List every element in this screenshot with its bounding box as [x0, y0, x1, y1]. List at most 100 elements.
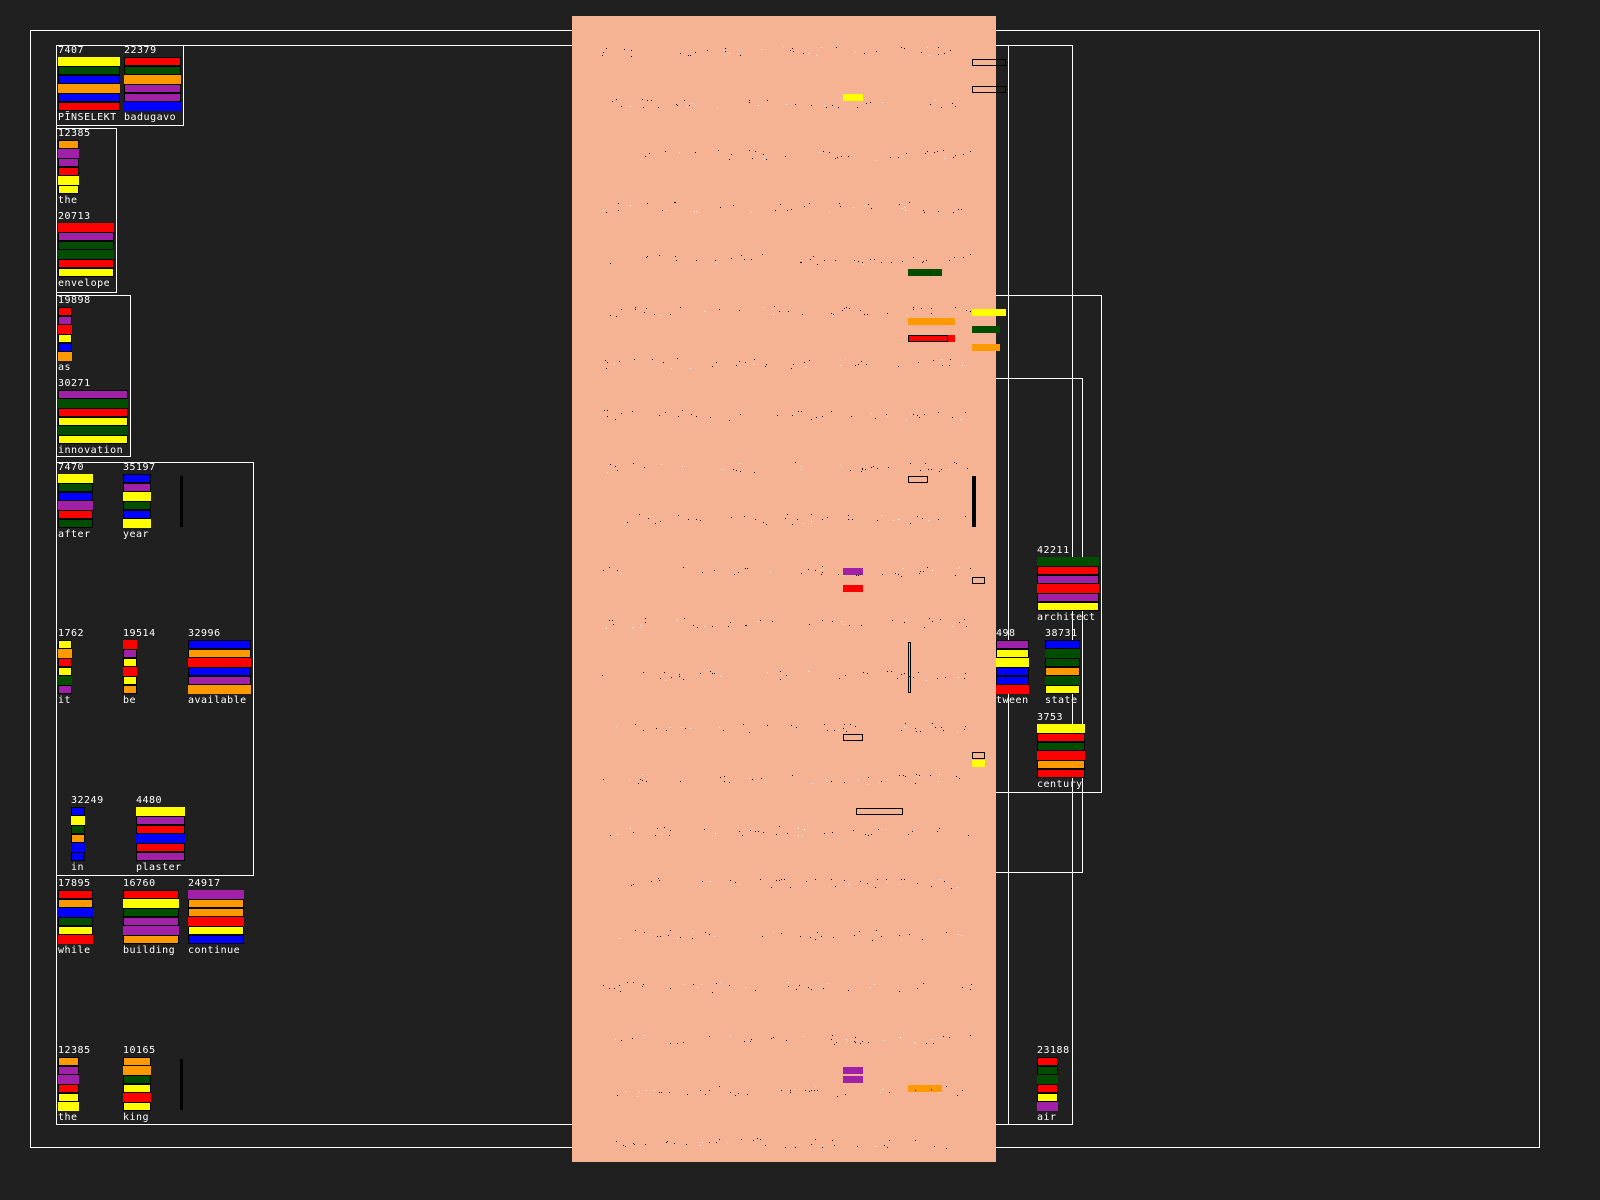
noise-dot [704, 311, 706, 313]
noise-dot [770, 887, 772, 889]
color-bar [188, 685, 251, 694]
noise-dot [855, 50, 857, 52]
color-bar [188, 676, 251, 685]
noise-dot [630, 204, 632, 206]
noise-dot [678, 416, 680, 418]
noise-dot [730, 257, 732, 259]
noise-dot [964, 412, 966, 414]
noise-dot [868, 835, 870, 837]
noise-dot [633, 884, 635, 886]
noise-dot [729, 1091, 731, 1093]
word-count: 22379 [124, 45, 157, 56]
noise-dot [724, 780, 726, 782]
noise-dot [924, 414, 926, 416]
color-bar [58, 334, 72, 343]
noise-dot [669, 829, 671, 831]
noise-dot [632, 410, 634, 412]
noise-dot [814, 1089, 816, 1091]
noise-dot [627, 522, 629, 524]
color-bar [1045, 676, 1080, 685]
noise-dot [764, 1144, 766, 1146]
noise-dot [624, 522, 626, 524]
noise-dot [957, 933, 959, 935]
separator-bar [180, 1059, 183, 1110]
noise-dot [623, 48, 625, 50]
noise-dot [751, 778, 753, 780]
color-bar [996, 640, 1029, 649]
noise-dot [900, 47, 902, 49]
noise-dot [838, 203, 840, 205]
noise-dot [845, 674, 847, 676]
noise-dot [925, 260, 927, 262]
noise-dot [926, 47, 928, 49]
word-tile: 10165 king [123, 1046, 156, 1123]
noise-dot [865, 834, 867, 836]
word-count: 498 [996, 628, 1016, 639]
color-bar [58, 417, 128, 426]
color-bar [996, 685, 1029, 694]
noise-dot [755, 830, 757, 832]
word-tile: 24917 continue [188, 879, 244, 956]
noise-dot [832, 831, 834, 833]
noise-dot [665, 730, 667, 732]
color-bar [58, 93, 120, 102]
color-bar [188, 917, 244, 926]
noise-dot [705, 932, 707, 934]
noise-dot [716, 361, 718, 363]
noise-dot [602, 55, 604, 57]
word-count: 35197 [123, 462, 156, 473]
word-tile: 7407 PĨNSELEKT [58, 46, 120, 123]
color-bar [58, 250, 114, 259]
noise-dot [931, 569, 933, 571]
word-count: 20713 [58, 211, 91, 222]
noise-dot [917, 362, 919, 364]
color-bar [123, 510, 151, 519]
color-bar [58, 408, 128, 417]
noise-dot [876, 930, 878, 932]
noise-dot [692, 102, 693, 104]
noise-dot [917, 1141, 919, 1143]
noise-dot [681, 410, 683, 412]
color-bar [123, 483, 151, 492]
noise-dot [658, 107, 660, 109]
noise-dot [926, 151, 928, 153]
noise-dot [616, 1140, 618, 1142]
noise-dot [736, 469, 738, 471]
color-bar [58, 474, 93, 483]
noise-dot [821, 416, 823, 418]
noise-dot [870, 102, 872, 104]
noise-dot [821, 47, 823, 49]
noise-dot [741, 254, 743, 256]
color-bar [58, 1066, 79, 1075]
noise-dot [900, 939, 902, 941]
color-bar [124, 84, 181, 93]
noise-dot [740, 413, 742, 415]
overlay-outline [972, 59, 1006, 66]
noise-dot [670, 314, 672, 316]
noise-dot [966, 467, 968, 469]
noise-dot [744, 568, 746, 570]
noise-dot [619, 984, 620, 986]
noise-dot [704, 829, 706, 831]
noise-dot [794, 1147, 796, 1149]
color-bar [58, 908, 93, 917]
noise-dot [847, 1041, 849, 1043]
overlay-outline [908, 642, 911, 693]
noise-dot [928, 469, 930, 471]
noise-dot [646, 256, 648, 258]
noise-dot [633, 982, 635, 984]
noise-dot [853, 259, 855, 261]
noise-dot [956, 886, 958, 888]
overlay-outline [843, 734, 863, 741]
noise-dot [941, 364, 943, 366]
noise-dot [659, 936, 661, 938]
noise-dot [680, 937, 682, 939]
noise-dot [875, 159, 877, 161]
noise-dot [920, 470, 922, 472]
noise-dot [848, 989, 850, 991]
noise-dot [719, 206, 721, 208]
noise-dot [915, 1043, 917, 1045]
noise-dot [855, 1036, 857, 1038]
noise-dot [841, 155, 843, 157]
noise-dot [808, 359, 810, 361]
